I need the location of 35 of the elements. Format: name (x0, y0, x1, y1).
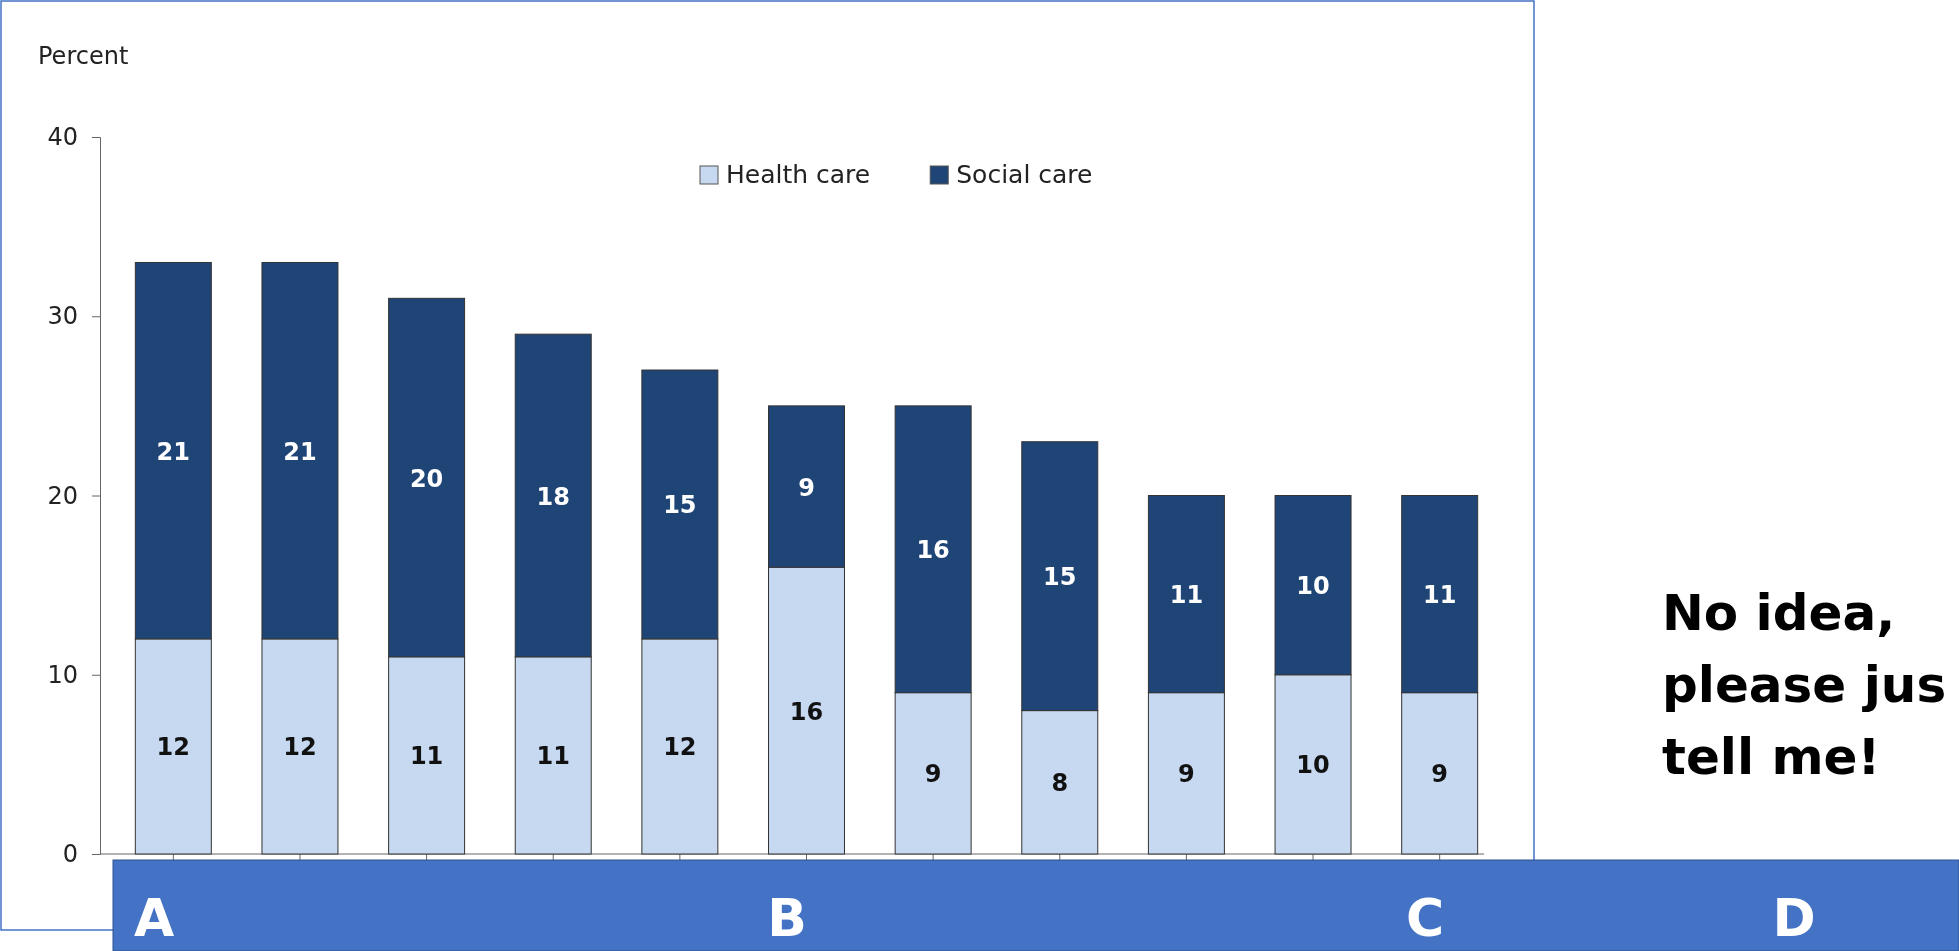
data-label: 16 (916, 536, 950, 565)
data-label: 21 (283, 437, 317, 466)
y-tick-label: 10 (47, 660, 78, 689)
text: A (133, 888, 175, 948)
text: No idea, please jus tell me! (1662, 584, 1947, 786)
data-label: 9 (924, 760, 942, 789)
data-label: 12 (156, 733, 191, 762)
data-label: 15 (663, 491, 697, 520)
y-tick-label: 0 (62, 840, 78, 869)
legend-label: Social care (956, 160, 1093, 189)
text: B (767, 888, 807, 948)
data-label: 21 (156, 437, 191, 466)
data-label: 10 (1296, 572, 1330, 601)
text: D (1772, 888, 1816, 948)
data-label: 11 (536, 742, 570, 771)
y-tick-label: 40 (47, 123, 78, 152)
data-label: 12 (663, 733, 697, 762)
data-label: 18 (536, 482, 570, 511)
y-tick-label: 30 (47, 302, 78, 331)
y-axis-title: Percent (38, 42, 129, 70)
data-label: 9 (1431, 760, 1449, 789)
data-label: 16 (789, 697, 824, 726)
data-label: 11 (409, 742, 444, 771)
data-label: 9 (798, 473, 815, 502)
data-label: 12 (283, 733, 317, 762)
data-label: 8 (1051, 769, 1069, 798)
data-label: 20 (409, 464, 444, 493)
data-label: 11 (1422, 581, 1457, 610)
data-label: 15 (1043, 563, 1077, 592)
data-label: 10 (1296, 751, 1330, 780)
y-tick-label: 20 (47, 481, 78, 510)
data-label: 11 (1169, 581, 1204, 610)
legend-label: Health care (726, 160, 871, 189)
text: C (1405, 888, 1445, 948)
data-label: 9 (1178, 760, 1195, 789)
